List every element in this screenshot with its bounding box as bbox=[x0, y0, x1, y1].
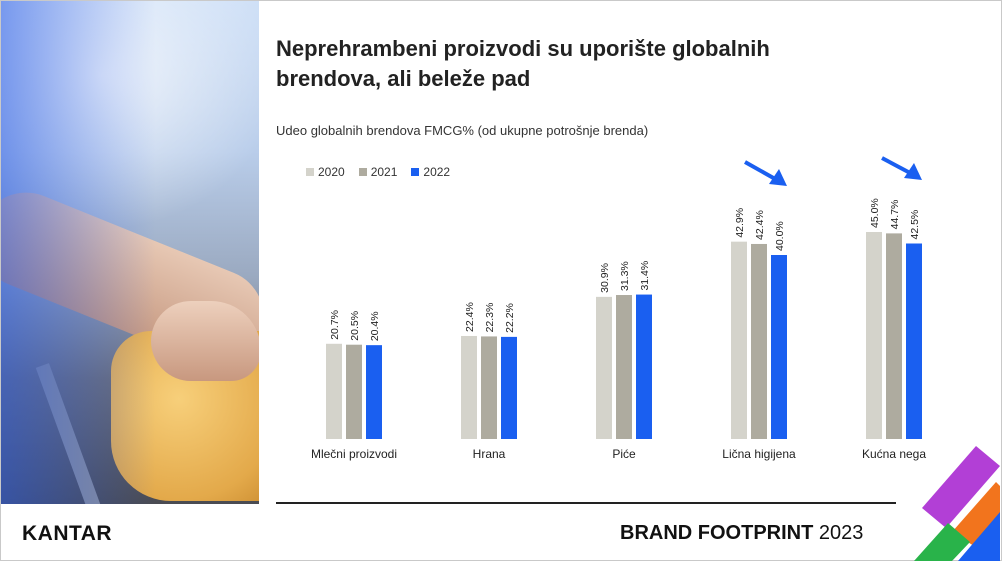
brand-decoration bbox=[914, 446, 1000, 561]
legend-item-2021: 2021 bbox=[358, 165, 398, 179]
down-arrow-icon bbox=[744, 160, 787, 186]
bar-value-label: 31.3% bbox=[619, 261, 631, 291]
bar-value-label: 42.9% bbox=[734, 208, 746, 238]
legend-swatch-2021 bbox=[358, 168, 367, 176]
bar-value-label: 20.5% bbox=[349, 311, 361, 341]
bar-2022-2 bbox=[636, 294, 652, 439]
bar-2022-4 bbox=[906, 243, 922, 439]
legend-label-2020: 2020 bbox=[318, 165, 345, 179]
deco-blue bbox=[958, 512, 1000, 561]
bar-value-label: 20.7% bbox=[329, 310, 341, 340]
bar-2020-3 bbox=[731, 241, 747, 439]
chart-legend: 2020 2021 2022 bbox=[306, 165, 450, 179]
bar-value-label: 31.4% bbox=[639, 261, 651, 291]
category-label: Kućna nega bbox=[862, 447, 926, 461]
bar-value-label: 22.3% bbox=[484, 303, 496, 333]
brand-footprint-year: 2023 bbox=[818, 522, 864, 544]
bar-value-label: 42.5% bbox=[909, 210, 921, 240]
bar-2022-1 bbox=[501, 336, 517, 439]
bar-value-label: 40.0% bbox=[774, 221, 786, 251]
bar-2021-4 bbox=[886, 233, 902, 439]
legend-item-2020: 2020 bbox=[306, 165, 345, 179]
bar-2021-1 bbox=[481, 336, 497, 439]
bar-2021-2 bbox=[616, 295, 632, 439]
bar-value-label: 20.4% bbox=[369, 311, 381, 341]
legend-item-2022: 2022 bbox=[411, 165, 450, 179]
cleaning-photo bbox=[1, 1, 259, 504]
brand-footprint-label: BRAND FOOTPRINT 2023 bbox=[620, 522, 863, 545]
legend-swatch-2022 bbox=[411, 168, 420, 176]
down-arrow-icon bbox=[881, 156, 922, 180]
bar-2021-0 bbox=[346, 344, 362, 439]
bar-2022-3 bbox=[771, 255, 787, 439]
bar-2020-4 bbox=[866, 232, 882, 439]
brand-footprint-text: BRAND FOOTPRINT bbox=[620, 522, 814, 544]
bar-2022-0 bbox=[366, 345, 382, 439]
legend-swatch-2020 bbox=[306, 168, 314, 176]
bar-2020-1 bbox=[461, 335, 477, 439]
kantar-logo: KANTAR bbox=[22, 522, 113, 545]
bar-2020-2 bbox=[596, 296, 612, 439]
category-label: Lična higijena bbox=[722, 447, 796, 461]
bar-value-label: 42.4% bbox=[754, 210, 766, 240]
deco-green bbox=[914, 523, 970, 561]
category-label: Piće bbox=[612, 447, 636, 461]
bar-2020-0 bbox=[326, 343, 342, 439]
deco-purple bbox=[922, 446, 1000, 528]
chart-subtitle: Udeo globalnih brendova FMCG% (od ukupne… bbox=[276, 123, 649, 138]
bar-value-label: 22.2% bbox=[504, 303, 516, 333]
deco-orange bbox=[952, 482, 1000, 546]
legend-label-2022: 2022 bbox=[423, 165, 451, 179]
bar-value-label: 45.0% bbox=[869, 198, 881, 228]
slide-title: Neprehrambeni proizvodi su uporište glob… bbox=[276, 36, 770, 91]
legend-label-2021: 2021 bbox=[370, 165, 398, 179]
category-label: Mlečni proizvodi bbox=[311, 447, 397, 461]
category-label: Hrana bbox=[473, 447, 506, 461]
bar-value-label: 30.9% bbox=[599, 263, 611, 293]
bar-value-label: 44.7% bbox=[889, 200, 901, 230]
bottom-divider bbox=[276, 502, 896, 504]
bar-value-label: 22.4% bbox=[464, 302, 476, 332]
bar-2021-3 bbox=[751, 243, 767, 439]
